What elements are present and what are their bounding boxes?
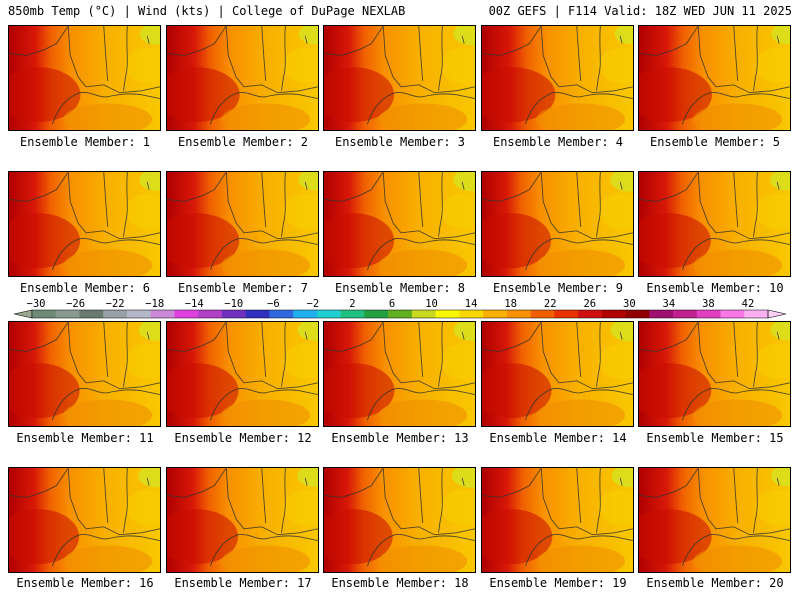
colorbar-tick-label: −2 — [307, 298, 320, 310]
member-map-panel — [8, 25, 161, 131]
colorbar-swatch — [388, 310, 413, 318]
member-label: Ensemble Member: 3 — [334, 135, 466, 149]
member-label: Ensemble Member: 17 — [174, 576, 312, 590]
colorbar-swatch — [554, 310, 579, 318]
colorbar-tick-label: −26 — [66, 298, 85, 310]
colorbar-tick-label: 30 — [623, 298, 636, 310]
colorbar-swatch — [221, 310, 246, 318]
chart-title: 850mb Temp (°C) | Wind (kts) | College o… — [8, 4, 406, 18]
member-map-panel — [638, 321, 791, 427]
colorbar-swatch — [411, 310, 436, 318]
colorbar-swatch — [364, 310, 389, 318]
colorbar-swatch — [32, 310, 57, 318]
colorbar-swatch — [744, 310, 769, 318]
colorbar-swatch — [530, 310, 555, 318]
colorbar-tick-label: 42 — [742, 298, 755, 310]
member-label: Ensemble Member: 8 — [334, 281, 466, 295]
member-map-panel — [166, 25, 319, 131]
member-map-panel — [166, 171, 319, 277]
temperature-colorbar: −30 −26 −22 −18 −14 −10 −6 −2 2 6 10 14 18 22 26 30 34 38… — [13, 298, 787, 319]
member-map-panel — [481, 25, 634, 131]
colorbar-tick-label: −18 — [145, 298, 164, 310]
member-map-panel — [638, 171, 791, 277]
colorbar-swatch — [174, 310, 199, 318]
member-label: Ensemble Member: 20 — [646, 576, 784, 590]
colorbar-left-arrow — [13, 309, 33, 319]
colorbar-swatch — [506, 310, 531, 318]
colorbar-tick-label: 10 — [425, 298, 438, 310]
colorbar-swatch — [126, 310, 152, 318]
member-label: Ensemble Member: 13 — [331, 431, 469, 445]
colorbar-swatch — [649, 310, 674, 318]
member-map-panel — [638, 467, 791, 573]
colorbar-swatch — [673, 310, 698, 318]
colorbar-tick-label: −10 — [224, 298, 243, 310]
member-label: Ensemble Member: 9 — [492, 281, 624, 295]
member-label: Ensemble Member: 14 — [489, 431, 627, 445]
colorbar-swatch — [435, 310, 460, 318]
member-label: Ensemble Member: 15 — [646, 431, 784, 445]
colorbar-tick-label: 18 — [504, 298, 517, 310]
colorbar-tick-label: −14 — [185, 298, 204, 310]
member-label: Ensemble Member: 10 — [646, 281, 784, 295]
member-label: Ensemble Member: 16 — [16, 576, 154, 590]
member-label: Ensemble Member: 7 — [177, 281, 309, 295]
colorbar-tick-label: 38 — [702, 298, 715, 310]
colorbar-tick-label: 6 — [389, 298, 395, 310]
colorbar-swatch — [459, 310, 484, 318]
colorbar-tick-label: 34 — [663, 298, 676, 310]
colorbar-swatch — [483, 310, 508, 318]
run-valid-time: 00Z GEFS | F114 Valid: 18Z WED JUN 11 20… — [488, 4, 792, 18]
colorbar-swatch — [103, 310, 128, 318]
member-map-panel — [323, 321, 476, 427]
member-label: Ensemble Member: 11 — [16, 431, 154, 445]
member-label: Ensemble Member: 5 — [649, 135, 781, 149]
member-label: Ensemble Member: 1 — [19, 135, 151, 149]
member-map-panel — [166, 321, 319, 427]
colorbar-swatch — [696, 310, 721, 318]
member-label: Ensemble Member: 19 — [489, 576, 627, 590]
colorbar-tick-label: −22 — [106, 298, 125, 310]
colorbar-swatch — [625, 310, 650, 318]
colorbar-tick-label: 26 — [583, 298, 596, 310]
member-label: Ensemble Member: 18 — [331, 576, 469, 590]
colorbar-swatch — [720, 310, 745, 318]
colorbar-swatch — [269, 310, 294, 318]
member-map-panel — [323, 25, 476, 131]
member-map-panel — [166, 467, 319, 573]
member-map-panel — [323, 467, 476, 573]
colorbar-swatch — [578, 310, 603, 318]
colorbar-tick-label: −6 — [267, 298, 280, 310]
colorbar-swatch — [601, 310, 626, 318]
member-map-panel — [8, 171, 161, 277]
colorbar-swatch — [79, 310, 104, 318]
member-map-panel — [323, 171, 476, 277]
member-map-panel — [481, 321, 634, 427]
colorbar-swatch — [245, 310, 270, 318]
member-map-panel — [638, 25, 791, 131]
member-map-panel — [481, 171, 634, 277]
member-label: Ensemble Member: 6 — [19, 281, 151, 295]
member-map-panel — [481, 467, 634, 573]
colorbar-swatch — [316, 310, 341, 318]
colorbar-swatch — [150, 310, 175, 318]
member-label: Ensemble Member: 12 — [174, 431, 312, 445]
member-label: Ensemble Member: 4 — [492, 135, 624, 149]
member-map-panel — [8, 321, 161, 427]
colorbar-tick-label: 22 — [544, 298, 557, 310]
colorbar-swatch — [293, 310, 318, 318]
colorbar-swatch — [340, 310, 365, 318]
colorbar-tick-label: −30 — [27, 298, 46, 310]
colorbar-tick-label: 14 — [465, 298, 478, 310]
colorbar-swatch — [198, 310, 223, 318]
colorbar-swatch — [55, 310, 80, 318]
colorbar-tick-label: 2 — [349, 298, 355, 310]
member-map-panel — [8, 467, 161, 573]
member-label: Ensemble Member: 2 — [177, 135, 309, 149]
colorbar-right-arrow — [767, 309, 787, 319]
